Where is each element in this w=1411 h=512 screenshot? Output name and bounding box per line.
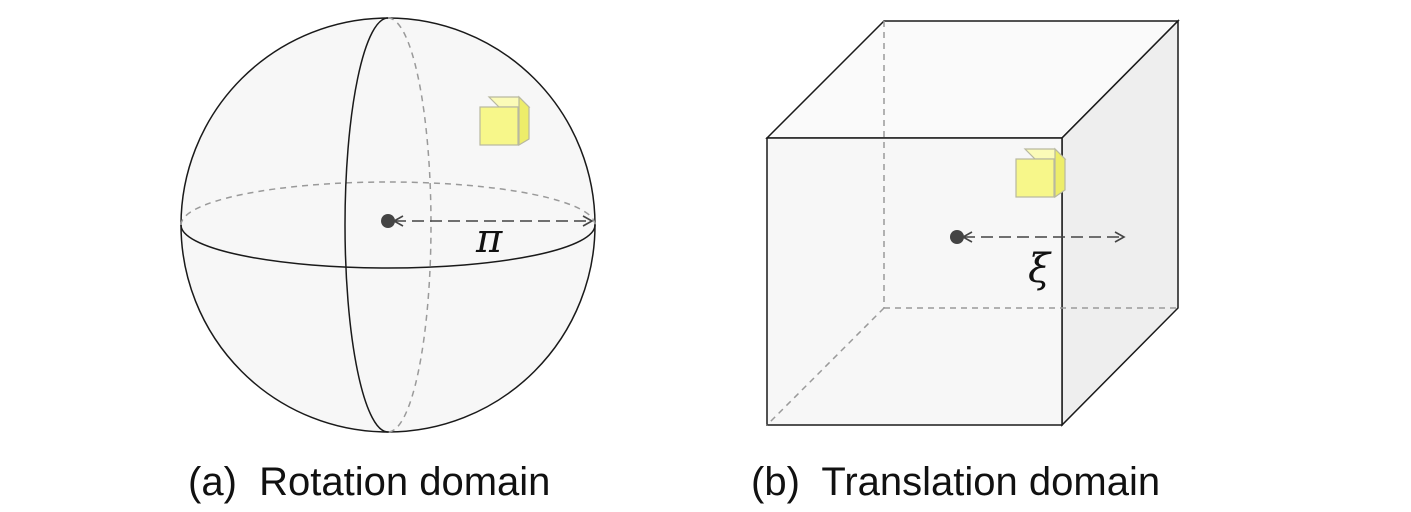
- rotation-radius-label: π: [475, 216, 503, 262]
- translation-domain-panel: ξ: [765, 19, 1180, 427]
- caption-rotation-domain: (a) Rotation domain: [188, 460, 551, 504]
- sphere-center-point: [381, 214, 395, 228]
- sphere-meridian-front: [344, 17, 389, 433]
- rotation-domain-panel: π: [180, 17, 596, 433]
- small-cube-translation: [1015, 147, 1067, 199]
- translation-radius-label: ξ: [1028, 246, 1052, 292]
- sphere-equator-front: [180, 224, 596, 269]
- cube-center-point: [950, 230, 964, 244]
- caption-translation-domain: (b) Translation domain: [751, 460, 1161, 504]
- cube-hidden-edge-diagonal: [766, 307, 885, 426]
- cube-front-face: [766, 137, 1063, 426]
- small-cube-rotation: [479, 95, 531, 147]
